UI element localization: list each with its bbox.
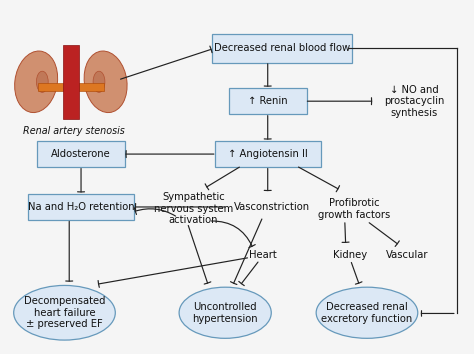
- FancyBboxPatch shape: [28, 194, 134, 220]
- Text: Vasconstriction: Vasconstriction: [234, 202, 310, 212]
- Text: Renal artery stenosis: Renal artery stenosis: [23, 126, 125, 136]
- FancyBboxPatch shape: [37, 83, 104, 91]
- FancyBboxPatch shape: [37, 141, 125, 167]
- Text: Decreased renal
excretory function: Decreased renal excretory function: [321, 302, 412, 324]
- Text: ↑ Angiotensin II: ↑ Angiotensin II: [228, 149, 308, 159]
- Text: Decompensated
heart failure
± preserved EF: Decompensated heart failure ± preserved …: [24, 296, 105, 329]
- Text: ↑ Renin: ↑ Renin: [248, 96, 288, 106]
- Text: Decreased renal blood flow: Decreased renal blood flow: [214, 43, 350, 53]
- Ellipse shape: [316, 287, 418, 338]
- Text: Vascular: Vascular: [386, 250, 428, 259]
- Ellipse shape: [179, 287, 271, 338]
- Text: ↓ NO and
prostacyclin
synthesis: ↓ NO and prostacyclin synthesis: [384, 85, 445, 118]
- Text: Aldosterone: Aldosterone: [51, 149, 111, 159]
- Ellipse shape: [84, 51, 127, 113]
- FancyBboxPatch shape: [212, 34, 352, 63]
- Ellipse shape: [36, 71, 48, 92]
- Ellipse shape: [14, 285, 115, 340]
- Ellipse shape: [15, 51, 58, 113]
- FancyBboxPatch shape: [229, 88, 307, 114]
- FancyBboxPatch shape: [63, 45, 79, 119]
- Text: Heart: Heart: [249, 250, 277, 259]
- Text: Sympathetic
nervous system
activation: Sympathetic nervous system activation: [154, 192, 233, 225]
- Text: Kidney: Kidney: [333, 250, 367, 259]
- Text: Na and H₂O retention: Na and H₂O retention: [27, 202, 134, 212]
- FancyBboxPatch shape: [215, 141, 321, 167]
- Text: Uncontrolled
hypertension: Uncontrolled hypertension: [192, 302, 258, 324]
- Ellipse shape: [93, 71, 105, 92]
- Text: Profibrotic
growth factors: Profibrotic growth factors: [318, 198, 390, 219]
